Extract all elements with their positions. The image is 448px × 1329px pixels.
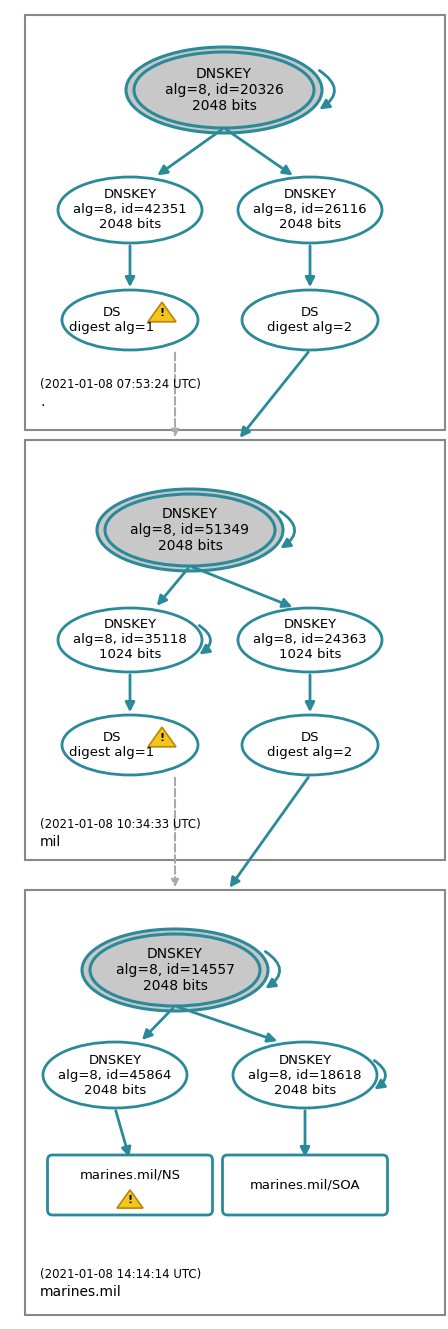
Ellipse shape (82, 929, 268, 1011)
Ellipse shape (105, 494, 275, 566)
Text: (2021-01-08 10:34:33 UTC): (2021-01-08 10:34:33 UTC) (40, 819, 201, 831)
FancyBboxPatch shape (25, 890, 445, 1314)
Text: DNSKEY
alg=8, id=26116
2048 bits: DNSKEY alg=8, id=26116 2048 bits (253, 189, 367, 231)
Ellipse shape (233, 1042, 377, 1108)
Text: DS
digest alg=2: DS digest alg=2 (267, 731, 353, 759)
Polygon shape (148, 302, 176, 322)
Ellipse shape (58, 177, 202, 243)
Text: marines.mil/SOA: marines.mil/SOA (250, 1179, 360, 1192)
Ellipse shape (134, 52, 314, 128)
Ellipse shape (238, 607, 382, 672)
Text: mil: mil (40, 835, 61, 849)
Ellipse shape (43, 1042, 187, 1108)
Ellipse shape (238, 177, 382, 243)
Text: !: ! (159, 734, 164, 743)
Ellipse shape (90, 934, 260, 1006)
Polygon shape (117, 1189, 143, 1208)
Ellipse shape (242, 290, 378, 350)
Text: DNSKEY
alg=8, id=42351
2048 bits: DNSKEY alg=8, id=42351 2048 bits (73, 189, 187, 231)
Text: marines.mil/NS: marines.mil/NS (79, 1168, 181, 1181)
Text: (2021-01-08 14:14:14 UTC): (2021-01-08 14:14:14 UTC) (40, 1268, 201, 1281)
Text: marines.mil: marines.mil (40, 1285, 122, 1298)
Text: (2021-01-08 07:53:24 UTC): (2021-01-08 07:53:24 UTC) (40, 377, 201, 391)
FancyBboxPatch shape (25, 15, 445, 431)
Text: DNSKEY
alg=8, id=51349
2048 bits: DNSKEY alg=8, id=51349 2048 bits (130, 506, 250, 553)
Ellipse shape (62, 715, 198, 775)
Text: DNSKEY
alg=8, id=14557
2048 bits: DNSKEY alg=8, id=14557 2048 bits (116, 946, 234, 993)
Text: DS
digest alg=1: DS digest alg=1 (69, 731, 155, 759)
Text: DNSKEY
alg=8, id=24363
1024 bits: DNSKEY alg=8, id=24363 1024 bits (253, 618, 367, 662)
FancyBboxPatch shape (223, 1155, 388, 1215)
Text: !: ! (127, 1195, 133, 1205)
FancyBboxPatch shape (25, 440, 445, 860)
FancyBboxPatch shape (47, 1155, 212, 1215)
Text: DNSKEY
alg=8, id=45864
2048 bits: DNSKEY alg=8, id=45864 2048 bits (58, 1054, 172, 1096)
Polygon shape (148, 727, 176, 747)
Text: DS
digest alg=2: DS digest alg=2 (267, 306, 353, 334)
Text: .: . (40, 395, 44, 409)
Ellipse shape (58, 607, 202, 672)
Ellipse shape (62, 290, 198, 350)
Text: DS
digest alg=1: DS digest alg=1 (69, 306, 155, 334)
Text: !: ! (159, 308, 164, 319)
Text: DNSKEY
alg=8, id=35118
1024 bits: DNSKEY alg=8, id=35118 1024 bits (73, 618, 187, 662)
Ellipse shape (97, 489, 283, 571)
Ellipse shape (242, 715, 378, 775)
Text: DNSKEY
alg=8, id=20326
2048 bits: DNSKEY alg=8, id=20326 2048 bits (164, 66, 284, 113)
Text: DNSKEY
alg=8, id=18618
2048 bits: DNSKEY alg=8, id=18618 2048 bits (248, 1054, 362, 1096)
Ellipse shape (126, 47, 322, 133)
